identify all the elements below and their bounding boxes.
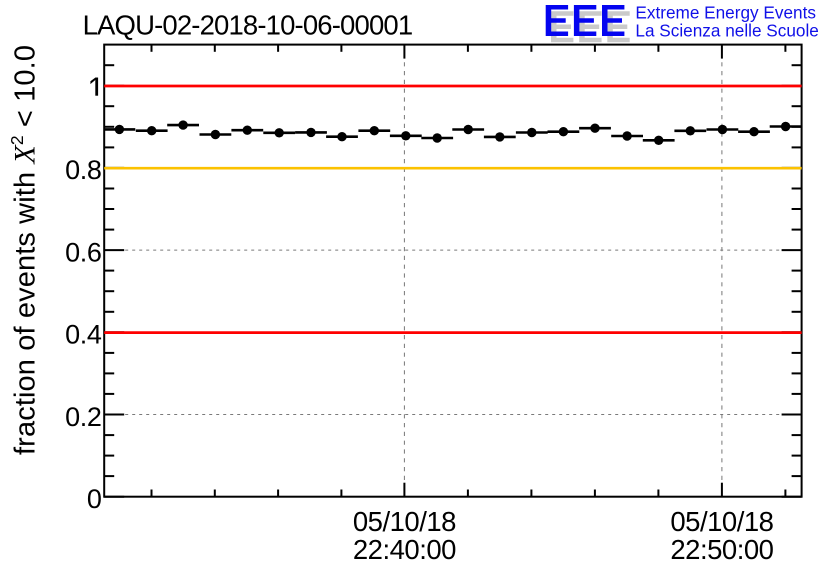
svg-text:0.8: 0.8 xyxy=(65,155,101,185)
svg-text:fraction of events with X2 < 1: fraction of events with X2 < 10.0 xyxy=(7,45,41,455)
svg-text:0: 0 xyxy=(87,484,102,514)
svg-text:22:50:00: 22:50:00 xyxy=(670,534,773,565)
svg-text:05/10/18: 05/10/18 xyxy=(353,506,456,537)
svg-text:0.4: 0.4 xyxy=(65,320,102,350)
svg-text:Extreme Energy Events: Extreme Energy Events xyxy=(635,3,816,23)
svg-text:22:40:00: 22:40:00 xyxy=(353,534,456,565)
svg-text:La Scienza nelle Scuole: La Scienza nelle Scuole xyxy=(635,21,818,41)
svg-text:05/10/18: 05/10/18 xyxy=(670,506,773,537)
svg-text:LAQU-02-2018-10-06-00001: LAQU-02-2018-10-06-00001 xyxy=(83,9,413,40)
svg-text:0.6: 0.6 xyxy=(65,237,101,267)
svg-text:0.2: 0.2 xyxy=(65,402,101,432)
